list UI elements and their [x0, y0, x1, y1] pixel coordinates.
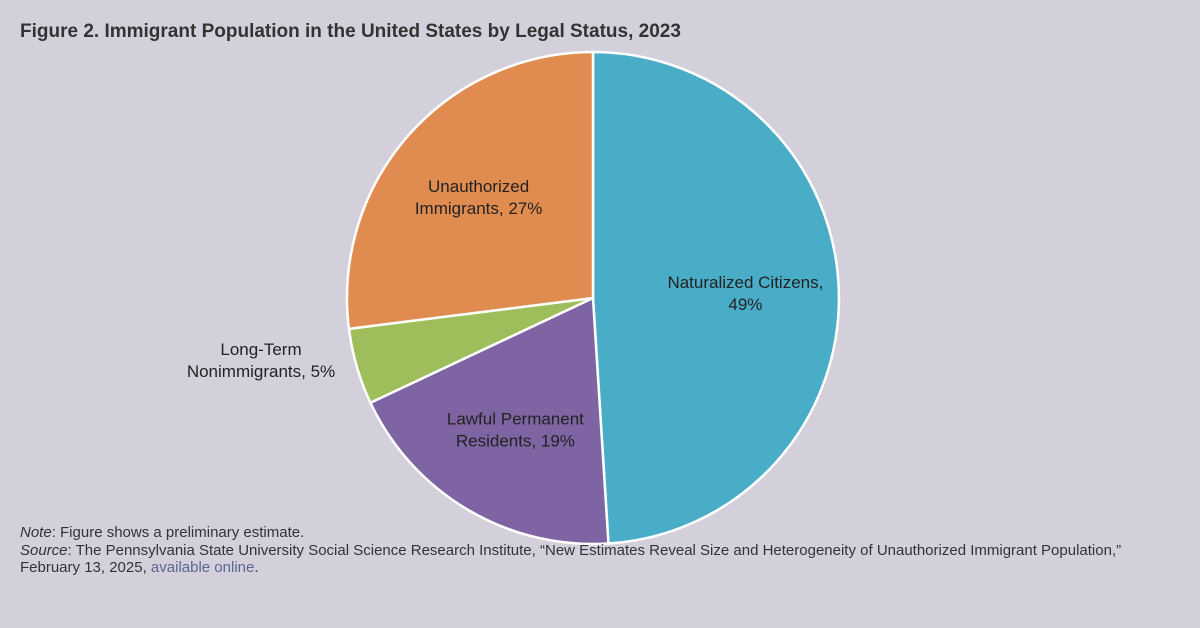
slice-label-line: Lawful Permanent	[447, 409, 584, 428]
pie-slice-naturalized-citizens	[591, 50, 841, 545]
slice-label-unauthorized-immigrants: Unauthorized Immigrants, 27%	[415, 177, 543, 218]
pie-slice-lawful-permanent-residents	[369, 296, 610, 546]
source-line: Source: The Pennsylvania State Universit…	[20, 542, 1180, 577]
slice-label-lawful-permanent-residents: Lawful Permanent Residents, 19%	[447, 409, 584, 450]
slice-label-line: Unauthorized	[428, 177, 529, 196]
slice-label-line: Long-Term	[220, 340, 301, 359]
slice-label-line: 49%	[728, 295, 762, 314]
slice-label-long-term-nonimmigrants: Long-Term Nonimmigrants, 5%	[187, 340, 335, 381]
source-text: : The Pennsylvania State University Soci…	[20, 541, 1122, 577]
source-label: Source	[20, 541, 68, 559]
note-label: Note	[20, 524, 52, 541]
slice-label-naturalized-citizens: Naturalized Citizens, 49%	[667, 273, 823, 314]
chart-title: Figure 2. Immigrant Population in the Un…	[20, 21, 681, 42]
note-text: : Figure shows a preliminary estimate.	[51, 524, 305, 541]
note-line: Note: Figure shows a preliminary estimat…	[20, 524, 1180, 542]
slice-label-line: Nonimmigrants, 5%	[187, 362, 335, 381]
source-end: .	[254, 559, 259, 576]
slice-label-line: Naturalized Citizens,	[667, 273, 823, 292]
pie-slice-unauthorized-immigrants	[345, 50, 595, 331]
available-online-link[interactable]: available online	[150, 559, 255, 576]
slice-label-line: Immigrants, 27%	[415, 199, 543, 218]
chart-footer: Note: Figure shows a preliminary estimat…	[20, 524, 1180, 577]
slice-label-line: Residents, 19%	[456, 431, 575, 450]
